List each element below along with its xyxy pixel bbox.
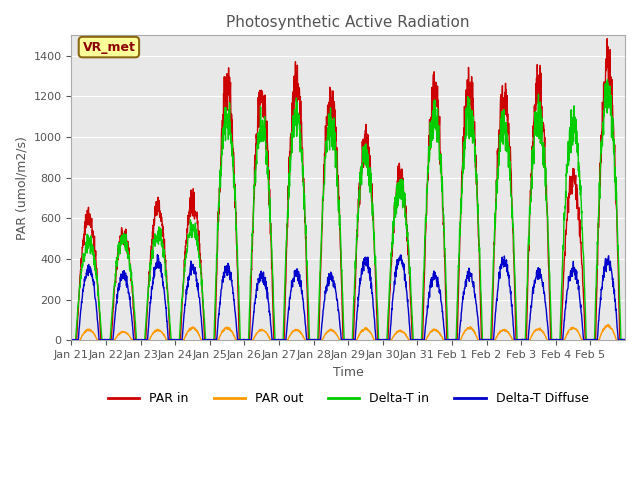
Delta-T Diffuse	[123, 273, 131, 279]
Delta-T Diffuse	[547, 337, 554, 343]
Line: PAR out: PAR out	[72, 324, 625, 340]
Line: Delta-T Diffuse: Delta-T Diffuse	[72, 255, 625, 340]
PAR out	[243, 337, 250, 343]
Delta-T in	[547, 291, 554, 297]
PAR in	[381, 336, 389, 342]
Delta-T Diffuse	[381, 337, 389, 343]
PAR in	[68, 337, 76, 343]
Delta-T in	[447, 337, 454, 343]
Delta-T in	[381, 337, 389, 343]
Y-axis label: PAR (umol/m2/s): PAR (umol/m2/s)	[15, 136, 28, 240]
Delta-T Diffuse	[591, 337, 599, 343]
Delta-T Diffuse	[621, 336, 629, 342]
PAR out	[515, 337, 523, 343]
PAR in	[123, 243, 131, 249]
Line: PAR in: PAR in	[72, 39, 625, 340]
PAR in	[481, 337, 488, 343]
PAR out	[547, 337, 554, 343]
X-axis label: Time: Time	[333, 366, 364, 379]
Delta-T Diffuse	[154, 252, 161, 258]
Delta-T in	[515, 337, 523, 343]
Text: VR_met: VR_met	[83, 41, 135, 54]
Delta-T in	[621, 337, 629, 343]
PAR out	[100, 337, 108, 343]
PAR out	[604, 322, 612, 327]
Delta-T Diffuse	[68, 336, 76, 342]
Delta-T in	[614, 229, 621, 235]
Delta-T in	[604, 77, 611, 83]
Delta-T in	[123, 245, 131, 251]
PAR in	[614, 246, 621, 252]
Title: Photosynthetic Active Radiation: Photosynthetic Active Radiation	[227, 15, 470, 30]
Delta-T Diffuse	[243, 337, 250, 343]
Legend: PAR in, PAR out, Delta-T in, Delta-T Diffuse: PAR in, PAR out, Delta-T in, Delta-T Dif…	[103, 387, 593, 410]
Line: Delta-T in: Delta-T in	[72, 80, 625, 340]
PAR in	[243, 337, 250, 343]
Delta-T in	[68, 337, 76, 343]
PAR out	[621, 337, 629, 343]
PAR out	[381, 337, 389, 343]
PAR in	[621, 337, 629, 343]
Delta-T in	[243, 337, 250, 343]
PAR in	[604, 36, 611, 42]
PAR out	[123, 331, 131, 336]
PAR out	[68, 337, 76, 343]
PAR out	[614, 337, 621, 343]
Delta-T Diffuse	[614, 329, 621, 335]
PAR in	[547, 322, 554, 327]
Delta-T Diffuse	[515, 337, 523, 343]
PAR in	[515, 337, 523, 343]
